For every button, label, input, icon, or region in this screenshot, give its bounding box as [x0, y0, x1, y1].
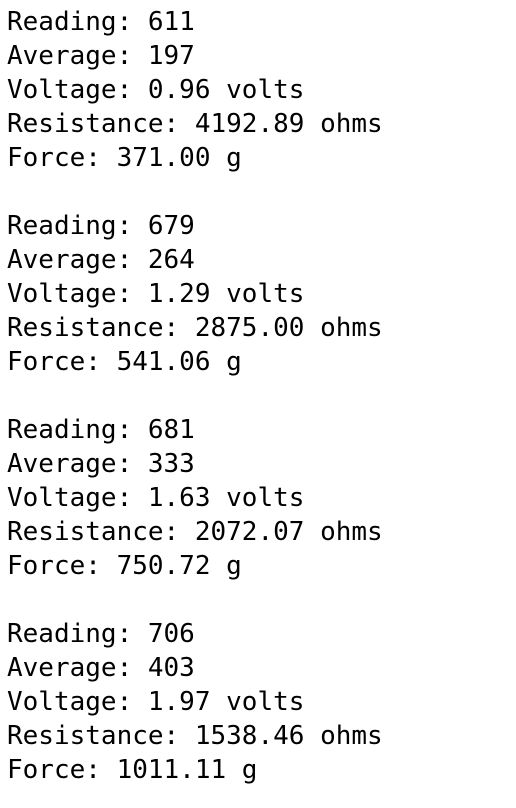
- output-line: Voltage: 0.96 volts: [7, 75, 305, 105]
- output-line: Average: 333: [7, 449, 195, 479]
- output-line: Average: 264: [7, 245, 195, 275]
- output-line: Resistance: 2072.07 ohms: [7, 517, 383, 547]
- output-line: Resistance: 1538.46 ohms: [7, 721, 383, 751]
- reading-block: Reading: 611 Average: 197 Voltage: 0.96 vo…: [7, 5, 516, 175]
- output-line: Reading: 681: [7, 415, 195, 445]
- output-line: Force: 371.00 g: [7, 143, 242, 173]
- output-line: Force: 1011.11 g: [7, 755, 258, 785]
- output-line: Force: 541.06 g: [7, 347, 242, 377]
- output-line: Force: 750.72 g: [7, 551, 242, 581]
- output-line: Average: 403: [7, 653, 195, 683]
- output-line: Resistance: 2875.00 ohms: [7, 313, 383, 343]
- reading-block: Reading: 706 Average: 403 Voltage: 1.97 vo…: [7, 617, 516, 787]
- output-line: Reading: 611: [7, 7, 195, 37]
- output-line: Resistance: 4192.89 ohms: [7, 109, 383, 139]
- output-line: Average: 197: [7, 41, 195, 71]
- output-line: Voltage: 1.97 volts: [7, 687, 305, 717]
- output-line: Voltage: 1.63 volts: [7, 483, 305, 513]
- reading-block: Reading: 679 Average: 264 Voltage: 1.29 vo…: [7, 209, 516, 379]
- output-line: Voltage: 1.29 volts: [7, 279, 305, 309]
- output-line: Reading: 706: [7, 619, 195, 649]
- reading-block: Reading: 681 Average: 333 Voltage: 1.63 vo…: [7, 413, 516, 583]
- output-line: Reading: 679: [7, 211, 195, 241]
